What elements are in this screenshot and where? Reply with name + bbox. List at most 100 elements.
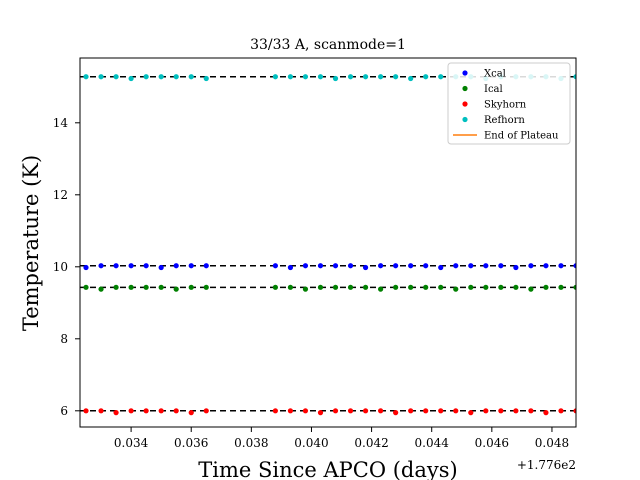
refhorn-point (188, 74, 194, 80)
skyhorn-point (573, 408, 576, 414)
legend-label-refhorn: Refhorn (484, 115, 525, 126)
xcal-point (438, 264, 444, 271)
xcal-point (468, 263, 474, 269)
plot-inner (80, 74, 576, 416)
legend-marker-refhorn (462, 116, 468, 123)
refhorn-point (113, 74, 119, 80)
y-tick-label: 6 (60, 404, 68, 418)
ical-point (528, 286, 534, 292)
y-tick-label: 12 (53, 188, 68, 202)
skyhorn-point (362, 408, 369, 414)
xcal-point (158, 264, 164, 271)
xcal-point (173, 263, 179, 269)
skyhorn-point (543, 410, 549, 416)
ical-point (158, 284, 164, 290)
ical-point (287, 284, 294, 290)
skyhorn-point (143, 408, 149, 414)
refhorn-point (317, 74, 324, 80)
skyhorn-point (203, 408, 209, 414)
ical-point (573, 284, 576, 290)
ical-point (113, 284, 119, 290)
legend-label-xcal: Xcal (484, 69, 506, 80)
skyhorn-point (158, 408, 164, 414)
xcal-point (408, 263, 414, 269)
ical-point (173, 286, 179, 292)
ical-point (393, 284, 399, 290)
refhorn-point (347, 74, 354, 80)
skyhorn-point (188, 410, 194, 416)
xcal-point (302, 263, 309, 269)
xcal-point (272, 263, 278, 269)
ical-point (332, 284, 339, 290)
xcal-point (453, 263, 459, 269)
x-axis: 0.034 0.036 0.038 0.040 0.042 0.044 0.046 0.048 (114, 427, 569, 450)
xcal-point (558, 263, 564, 269)
refhorn-point (98, 74, 104, 80)
refhorn-point (272, 74, 278, 80)
refhorn-point (287, 74, 294, 80)
y-tick-label: 14 (53, 116, 69, 130)
xcal-point (113, 263, 119, 269)
xcal-point (528, 263, 534, 269)
ical-point (453, 286, 459, 292)
ical-point (347, 284, 354, 290)
y-tick-label: 10 (53, 260, 68, 274)
skyhorn-point (513, 408, 519, 414)
ical-point (143, 284, 149, 290)
refhorn-point (573, 74, 576, 80)
skyhorn-point (453, 408, 459, 414)
ical-point (558, 284, 564, 290)
y-axis: 6 8 10 12 14 (53, 116, 80, 418)
ical-point (98, 286, 104, 292)
skyhorn-point (83, 408, 89, 414)
xcal-point (287, 264, 294, 271)
ical-point (128, 284, 134, 290)
skyhorn-point (113, 410, 119, 416)
ical-point (483, 284, 489, 290)
refhorn-point (128, 75, 134, 82)
x-axis-label: Time Since APCO (days) (198, 458, 457, 480)
ical-point (317, 284, 324, 290)
xcal-point (393, 263, 399, 269)
refhorn-point (423, 74, 429, 80)
skyhorn-point (332, 408, 339, 414)
xcal-point (143, 263, 149, 269)
skyhorn-point (287, 408, 294, 414)
skyhorn-point (558, 408, 564, 414)
x-tick-label: 0.038 (234, 436, 268, 450)
skyhorn-point (98, 408, 104, 414)
refhorn-point (83, 74, 89, 80)
refhorn-point (143, 74, 149, 80)
xcal-point (378, 263, 384, 269)
legend: Xcal Ical Skyhorn Refhorn End of Plateau (447, 62, 571, 145)
xcal-point (498, 263, 504, 269)
plot-area (80, 74, 576, 416)
plot-frame (79, 57, 577, 428)
legend-marker-xcal (462, 70, 468, 76)
ical-point (188, 284, 194, 290)
xcal-point (483, 263, 489, 269)
skyhorn-point (128, 408, 134, 414)
x-offset-label: +1.776e2 (517, 458, 576, 472)
y-axis-label: Temperature (K) (19, 155, 43, 331)
ical-point (378, 286, 384, 292)
ical-point (513, 284, 519, 290)
legend-label-ical: Ical (484, 84, 503, 95)
skyhorn-point (483, 408, 489, 414)
ical-point (302, 286, 309, 292)
ical-point (423, 284, 429, 290)
xcal-point (83, 264, 89, 271)
x-tick-label: 0.034 (114, 436, 149, 450)
ical-point (498, 284, 504, 290)
skyhorn-point (408, 408, 414, 414)
ical-point (438, 284, 444, 290)
x-tick-label: 0.036 (174, 436, 208, 450)
refhorn-point (203, 75, 209, 82)
x-tick-label: 0.040 (294, 436, 328, 450)
ical-point (203, 284, 209, 290)
xcal-point (188, 263, 194, 269)
chart-title: 33/33 A, scanmode=1 (250, 37, 406, 53)
xcal-point (543, 263, 549, 269)
refhorn-point (393, 74, 399, 80)
